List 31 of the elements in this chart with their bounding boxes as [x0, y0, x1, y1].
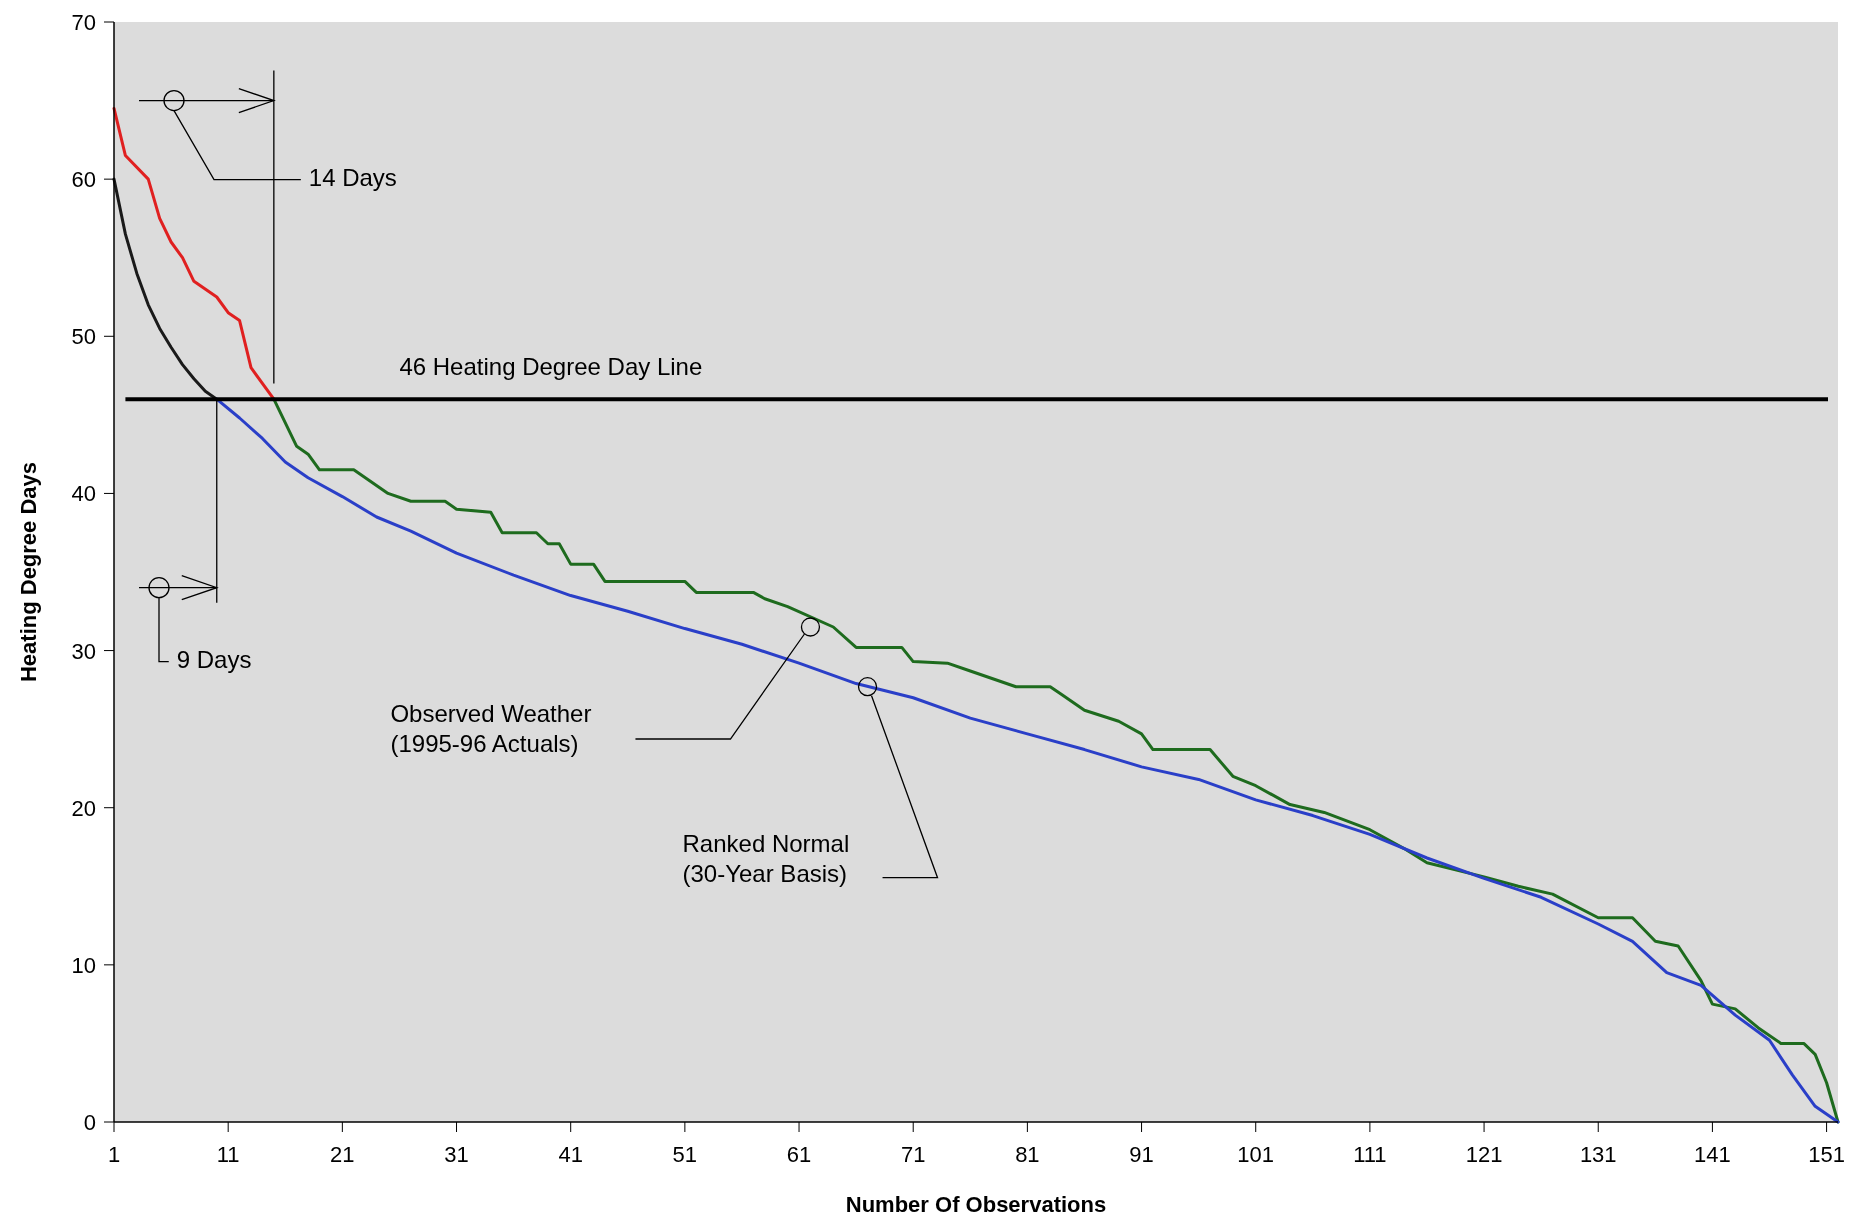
- y-tick-label: 70: [71, 10, 96, 35]
- annotation: 14 Days: [308, 163, 397, 191]
- annotation: Observed Weather (1995-96 Actuals): [390, 700, 592, 757]
- x-tick-label: 151: [1808, 1142, 1845, 1167]
- y-tick-label: 0: [83, 1110, 96, 1135]
- x-tick-label: 31: [444, 1142, 469, 1167]
- x-tick-label: 11: [216, 1142, 240, 1167]
- annotation: Ranked Normal (30-Year Basis): [682, 829, 850, 887]
- x-tick-label: 131: [1579, 1142, 1617, 1167]
- y-tick-label: 40: [71, 481, 96, 507]
- x-tick-label: 71: [900, 1142, 926, 1167]
- y-tick-label: 30: [71, 638, 96, 664]
- annotation: 9 Days: [176, 645, 252, 673]
- x-tick-label: 1: [107, 1142, 121, 1167]
- y-tick-label: 20: [71, 795, 96, 821]
- y-tick-label: 10: [71, 952, 96, 978]
- y-tick-label: 60: [71, 167, 96, 193]
- x-tick-label: 121: [1465, 1142, 1503, 1167]
- x-tick-label: 141: [1694, 1142, 1731, 1167]
- x-tick-label: 21: [330, 1142, 355, 1167]
- x-tick-label: 81: [1015, 1142, 1040, 1167]
- y-tick-label: 50: [71, 324, 96, 350]
- ref-line-label: 46 Heating Degree Day Line: [399, 353, 703, 381]
- x-tick-label: 51: [672, 1142, 698, 1167]
- x-tick-label: 41: [558, 1142, 583, 1167]
- x-tick-label: 101: [1237, 1142, 1275, 1167]
- x-tick-label: 61: [786, 1142, 812, 1167]
- x-tick-label: 111: [1353, 1142, 1387, 1167]
- y-axis-title: Heating Degree Days: [16, 461, 41, 683]
- x-axis-title: Number Of Observations: [845, 1192, 1107, 1217]
- x-tick-label: 91: [1129, 1142, 1154, 1167]
